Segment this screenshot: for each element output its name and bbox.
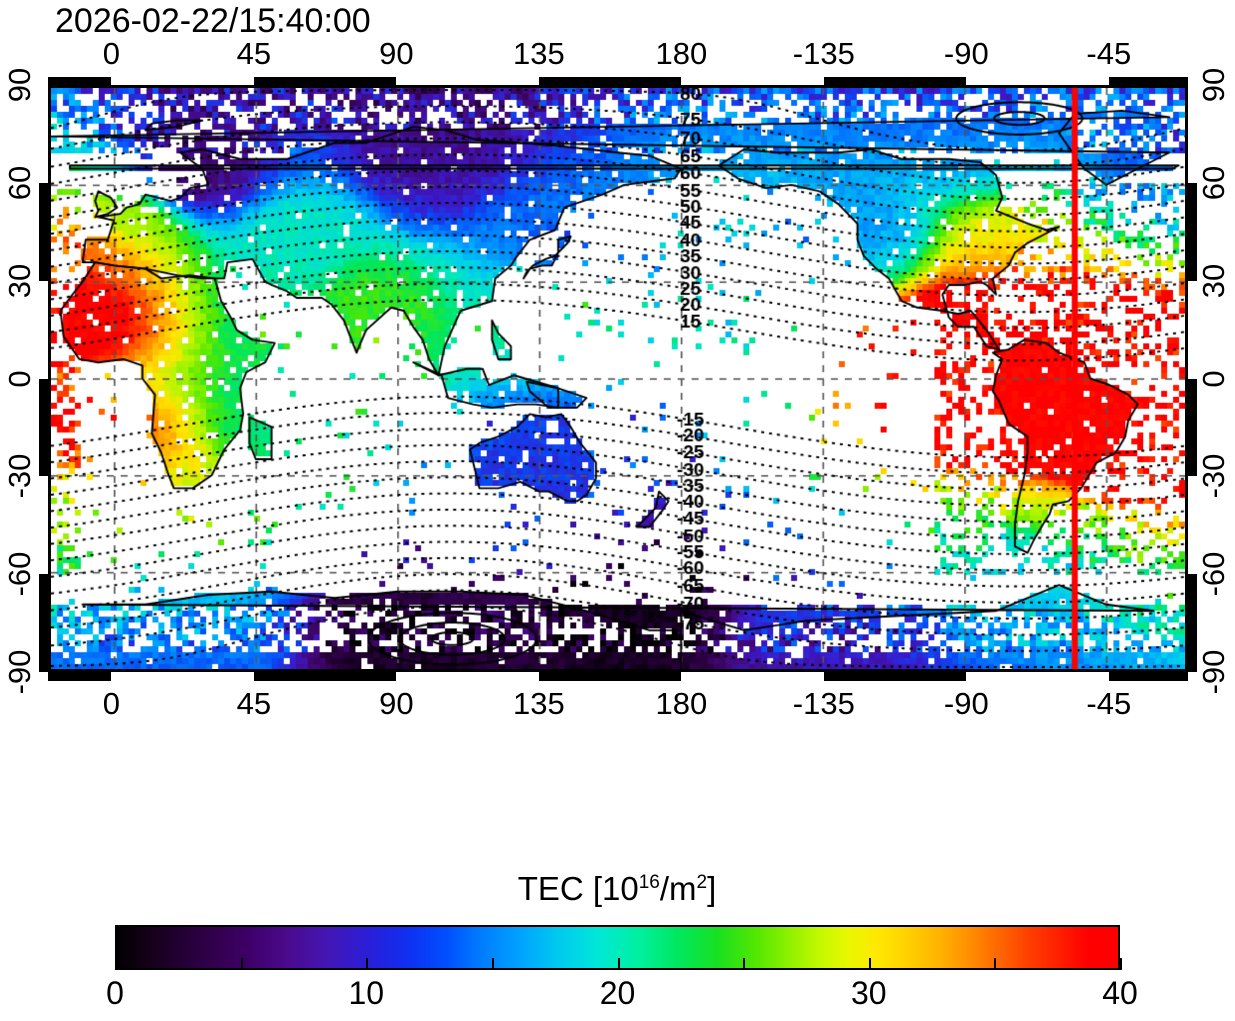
x-axis-label-top-1: 45 (236, 36, 272, 71)
colorbar-title: TEC [1016/m2] (517, 870, 717, 907)
colorbar-tick-15 (491, 958, 494, 970)
y-axis-label-left-5: -60 (2, 551, 37, 597)
colorbar-tick-5 (240, 958, 243, 970)
left-axis-tickband (39, 85, 48, 672)
y-axis-label-right-2: 30 (1196, 263, 1231, 298)
colorbar-label-0: 0 (106, 975, 124, 1011)
x-axis-label-top-3: 135 (512, 36, 565, 71)
bottom-axis-tickband (48, 672, 1188, 681)
x-axis-label-bot-2: 90 (379, 686, 414, 721)
x-axis-label-bot-7: -45 (1086, 686, 1132, 721)
x-axis-label-top-7: -45 (1086, 36, 1132, 71)
x-axis-label-bot-0: 0 (102, 686, 120, 721)
top-axis-tickband (48, 77, 1188, 86)
x-axis-label-bot-6: -90 (943, 686, 989, 721)
colorbar-tick-0 (115, 958, 117, 970)
y-axis-label-right-3: 0 (1196, 369, 1231, 388)
right-axis-tickband (1188, 85, 1197, 672)
x-axis-label-bot-1: 45 (236, 686, 272, 721)
x-axis-label-bot-5: -135 (792, 686, 855, 721)
tec-map-plot[interactable] (48, 85, 1188, 672)
colorbar-tick-40 (1120, 958, 1122, 970)
x-axis-label-top-0: 0 (102, 36, 120, 71)
colorbar-label-40: 40 (1102, 975, 1138, 1011)
y-axis-label-left-4: -30 (2, 453, 37, 499)
x-axis-label-top-2: 90 (379, 36, 414, 71)
colorbar-label-30: 30 (850, 975, 887, 1011)
colorbar-label-20: 20 (599, 975, 636, 1011)
y-axis-label-left-0: 90 (2, 67, 37, 103)
colorbar-tick-20 (617, 958, 620, 970)
colorbar-tick-30 (868, 958, 871, 970)
colorbar-tick-35 (994, 958, 997, 970)
x-axis-label-bot-3: 135 (512, 686, 565, 721)
y-axis-label-right-5: -60 (1196, 551, 1231, 597)
x-axis-label-top-4: 180 (655, 36, 708, 71)
y-axis-label-right-4: -30 (1196, 453, 1231, 499)
page-title: 2026-02-22/15:40:00 (55, 2, 371, 40)
tec-heatmap-canvas (51, 88, 1185, 669)
colorbar-label-10: 10 (348, 975, 385, 1011)
x-axis-label-bot-4: 180 (655, 686, 708, 721)
y-axis-label-right-1: 60 (1196, 165, 1231, 201)
y-axis-label-left-3: 0 (2, 369, 37, 388)
colorbar-tick-10 (366, 958, 369, 970)
x-axis-label-top-6: -90 (943, 36, 989, 71)
y-axis-label-left-6: -90 (2, 649, 37, 695)
x-axis-label-top-5: -135 (792, 36, 855, 71)
colorbar-tick-25 (743, 958, 746, 970)
y-axis-label-right-6: -90 (1196, 649, 1231, 695)
y-axis-label-right-0: 90 (1196, 67, 1231, 103)
y-axis-label-left-1: 60 (2, 165, 37, 201)
y-axis-label-left-2: 30 (2, 263, 37, 298)
